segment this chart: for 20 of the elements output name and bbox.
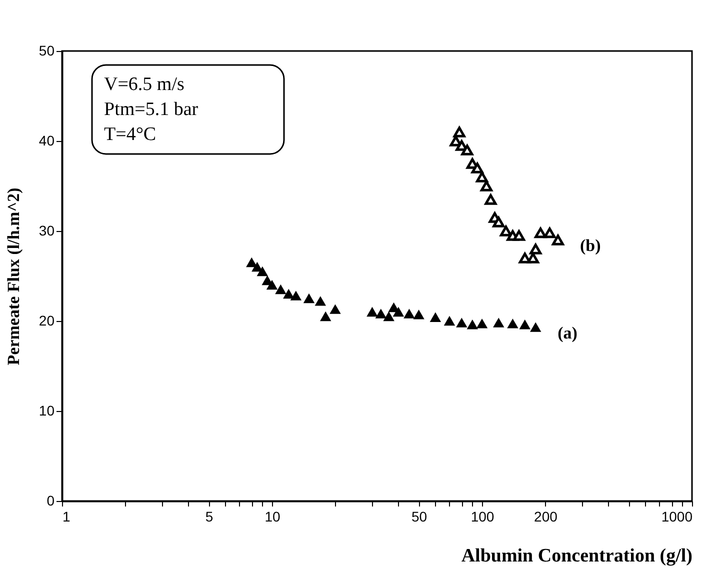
y-tick-label: 40 bbox=[38, 132, 55, 148]
x-axis-title: Albumin Concentration (g/l) bbox=[461, 546, 692, 566]
x-tick-label: 200 bbox=[534, 508, 558, 524]
y-tick-label: 0 bbox=[46, 492, 55, 508]
y-tick-label: 20 bbox=[38, 312, 55, 328]
x-tick-label: 50 bbox=[411, 508, 428, 524]
series-label: (a) bbox=[558, 323, 578, 342]
annotation: V=6.5 m/s bbox=[104, 74, 184, 95]
y-tick-label: 30 bbox=[38, 222, 55, 238]
x-tick-label: 5 bbox=[205, 508, 214, 524]
x-tick-label: 1000 bbox=[661, 508, 693, 524]
x-tick-label: 10 bbox=[264, 508, 280, 524]
y-tick-label: 50 bbox=[38, 42, 55, 58]
y-axis-title: Permeate Flux (l/h.m^2) bbox=[4, 188, 23, 366]
y-tick-label: 10 bbox=[38, 402, 55, 418]
annotation: T=4°C bbox=[104, 124, 156, 145]
x-tick-label: 100 bbox=[470, 508, 494, 524]
x-tick-label: 1 bbox=[62, 508, 70, 524]
annotation: Ptm=5.1 bar bbox=[104, 99, 199, 120]
series-label: (b) bbox=[580, 236, 601, 255]
